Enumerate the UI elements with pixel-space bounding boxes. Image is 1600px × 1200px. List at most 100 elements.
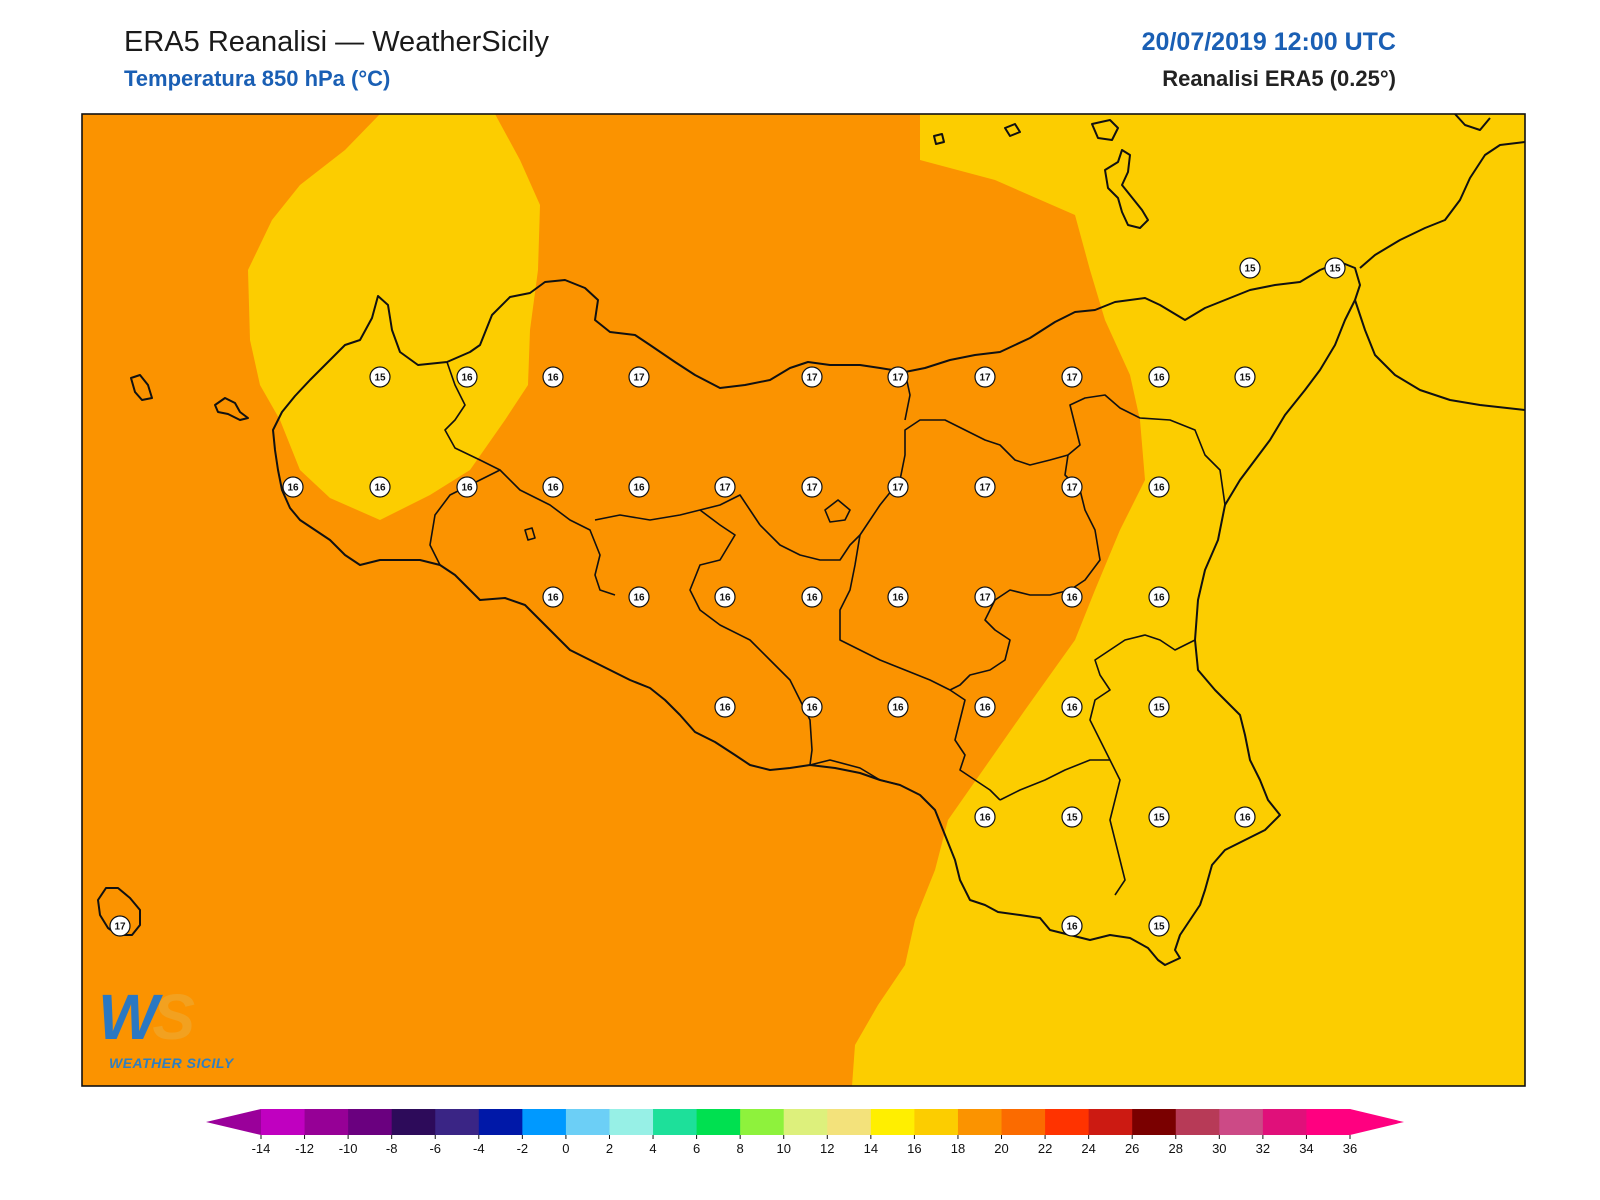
station-marker-circle bbox=[1234, 366, 1256, 388]
station-value: 16 bbox=[719, 593, 731, 604]
colorbar-swatch bbox=[1306, 1109, 1351, 1135]
colorbar-swatch bbox=[870, 1109, 915, 1135]
station-marker-circle bbox=[1324, 257, 1346, 279]
station-marker-circle bbox=[109, 915, 131, 937]
chart-subtitle: Temperatura 850 hPa (°C) bbox=[124, 66, 391, 91]
colorbar-tick-label: 34 bbox=[1299, 1141, 1313, 1156]
station-marker-circle bbox=[456, 366, 478, 388]
colorbar-tick-label: 18 bbox=[951, 1141, 965, 1156]
colorbar-tick-labels: -14 -12 -10 -8 -6 -4 -2 0 2 4 6 8 10 12 14 16 18 20 22 24 26… bbox=[252, 1135, 1357, 1156]
station-marker: 16 bbox=[887, 696, 909, 718]
colorbar-tick-label: -4 bbox=[473, 1141, 485, 1156]
station-value: 15 bbox=[1239, 373, 1251, 384]
station-marker: 16 bbox=[714, 696, 736, 718]
station-marker-circle bbox=[542, 586, 564, 608]
station-marker: 17 bbox=[1061, 366, 1083, 388]
colorbar-swatch bbox=[783, 1109, 828, 1135]
station-marker-circle bbox=[1061, 476, 1083, 498]
station-value: 16 bbox=[633, 483, 645, 494]
station-marker: 16 bbox=[1148, 586, 1170, 608]
station-marker-circle bbox=[1234, 806, 1256, 828]
station-marker: 17 bbox=[887, 366, 909, 388]
station-value: 16 bbox=[461, 373, 473, 384]
station-marker-circle bbox=[801, 366, 823, 388]
station-marker: 16 bbox=[456, 476, 478, 498]
station-marker-circle bbox=[801, 476, 823, 498]
station-value: 16 bbox=[547, 593, 559, 604]
chart-title: ERA5 Reanalisi — WeatherSicily bbox=[124, 26, 549, 58]
station-value: 15 bbox=[1153, 813, 1165, 824]
station-value: 15 bbox=[1153, 703, 1165, 714]
station-marker-circle bbox=[1148, 476, 1170, 498]
station-marker-circle bbox=[1061, 806, 1083, 828]
station-value: 16 bbox=[1153, 483, 1165, 494]
station-value: 16 bbox=[806, 593, 818, 604]
station-marker: 15 bbox=[369, 366, 391, 388]
station-marker-circle bbox=[974, 476, 996, 498]
temperature-band-14-16-west bbox=[248, 114, 540, 520]
station-marker-circle bbox=[887, 366, 909, 388]
station-marker-circle bbox=[1148, 915, 1170, 937]
colorbar-swatch bbox=[1132, 1109, 1177, 1135]
station-value: 16 bbox=[374, 483, 386, 494]
station-value: 16 bbox=[547, 483, 559, 494]
station-marker: 16 bbox=[542, 476, 564, 498]
station-marker-circle bbox=[456, 476, 478, 498]
station-value: 17 bbox=[1066, 373, 1078, 384]
station-marker: 17 bbox=[974, 476, 996, 498]
station-marker: 17 bbox=[109, 915, 131, 937]
colorbar-tick-label: 24 bbox=[1081, 1141, 1095, 1156]
station-marker-circle bbox=[974, 806, 996, 828]
station-marker-circle bbox=[1061, 915, 1083, 937]
colorbar-swatch bbox=[261, 1109, 306, 1135]
colorbar-tick-label: 16 bbox=[907, 1141, 921, 1156]
station-value: 17 bbox=[114, 922, 126, 933]
colorbar: -14 -12 -10 -8 -6 -4 -2 0 2 4 6 8 10 12 14 16 18 20 22 24 26… bbox=[206, 1109, 1404, 1156]
station-marker: 17 bbox=[887, 476, 909, 498]
station-marker-circle bbox=[1148, 806, 1170, 828]
station-value: 17 bbox=[806, 373, 818, 384]
station-markers: 15 15 15 16 16 17 17 17 17 17 16 15 16 16 16 16 16 17 17 17… bbox=[109, 257, 1346, 937]
map-frame bbox=[81, 113, 1526, 1087]
station-value: 17 bbox=[806, 483, 818, 494]
station-marker-circle bbox=[628, 366, 650, 388]
colorbar-tick-label: 12 bbox=[820, 1141, 834, 1156]
colorbar-tick-label: -8 bbox=[386, 1141, 398, 1156]
colorbar-swatch bbox=[740, 1109, 785, 1135]
station-marker-circle bbox=[628, 476, 650, 498]
station-value: 16 bbox=[892, 703, 904, 714]
station-marker: 16 bbox=[714, 586, 736, 608]
colorbar-tick-label: 32 bbox=[1256, 1141, 1270, 1156]
station-marker-circle bbox=[974, 586, 996, 608]
station-marker-circle bbox=[542, 366, 564, 388]
station-marker: 17 bbox=[1061, 476, 1083, 498]
station-marker: 17 bbox=[628, 366, 650, 388]
station-value: 16 bbox=[633, 593, 645, 604]
colorbar-tick-label: 4 bbox=[649, 1141, 656, 1156]
station-marker-circle bbox=[1061, 366, 1083, 388]
station-marker-circle bbox=[282, 476, 304, 498]
colorbar-tick-label: 20 bbox=[994, 1141, 1008, 1156]
station-value: 16 bbox=[719, 703, 731, 714]
colorbar-swatch bbox=[348, 1109, 393, 1135]
station-marker: 17 bbox=[801, 476, 823, 498]
station-marker: 16 bbox=[369, 476, 391, 498]
station-value: 17 bbox=[892, 483, 904, 494]
station-marker-circle bbox=[801, 696, 823, 718]
station-marker: 15 bbox=[1148, 696, 1170, 718]
colorbar-tick-label: -10 bbox=[339, 1141, 358, 1156]
station-marker: 17 bbox=[974, 366, 996, 388]
colorbar-tick-label: 8 bbox=[737, 1141, 744, 1156]
station-marker: 15 bbox=[1148, 806, 1170, 828]
station-marker: 16 bbox=[542, 586, 564, 608]
station-marker-circle bbox=[974, 696, 996, 718]
colorbar-tick-label: 36 bbox=[1343, 1141, 1357, 1156]
station-value: 15 bbox=[1153, 922, 1165, 933]
station-value: 17 bbox=[719, 483, 731, 494]
station-marker: 15 bbox=[1239, 257, 1261, 279]
station-marker-circle bbox=[1148, 366, 1170, 388]
station-value: 17 bbox=[892, 373, 904, 384]
colorbar-tick-label: 10 bbox=[776, 1141, 790, 1156]
colorbar-tick-label: -2 bbox=[517, 1141, 529, 1156]
station-marker-circle bbox=[1148, 696, 1170, 718]
